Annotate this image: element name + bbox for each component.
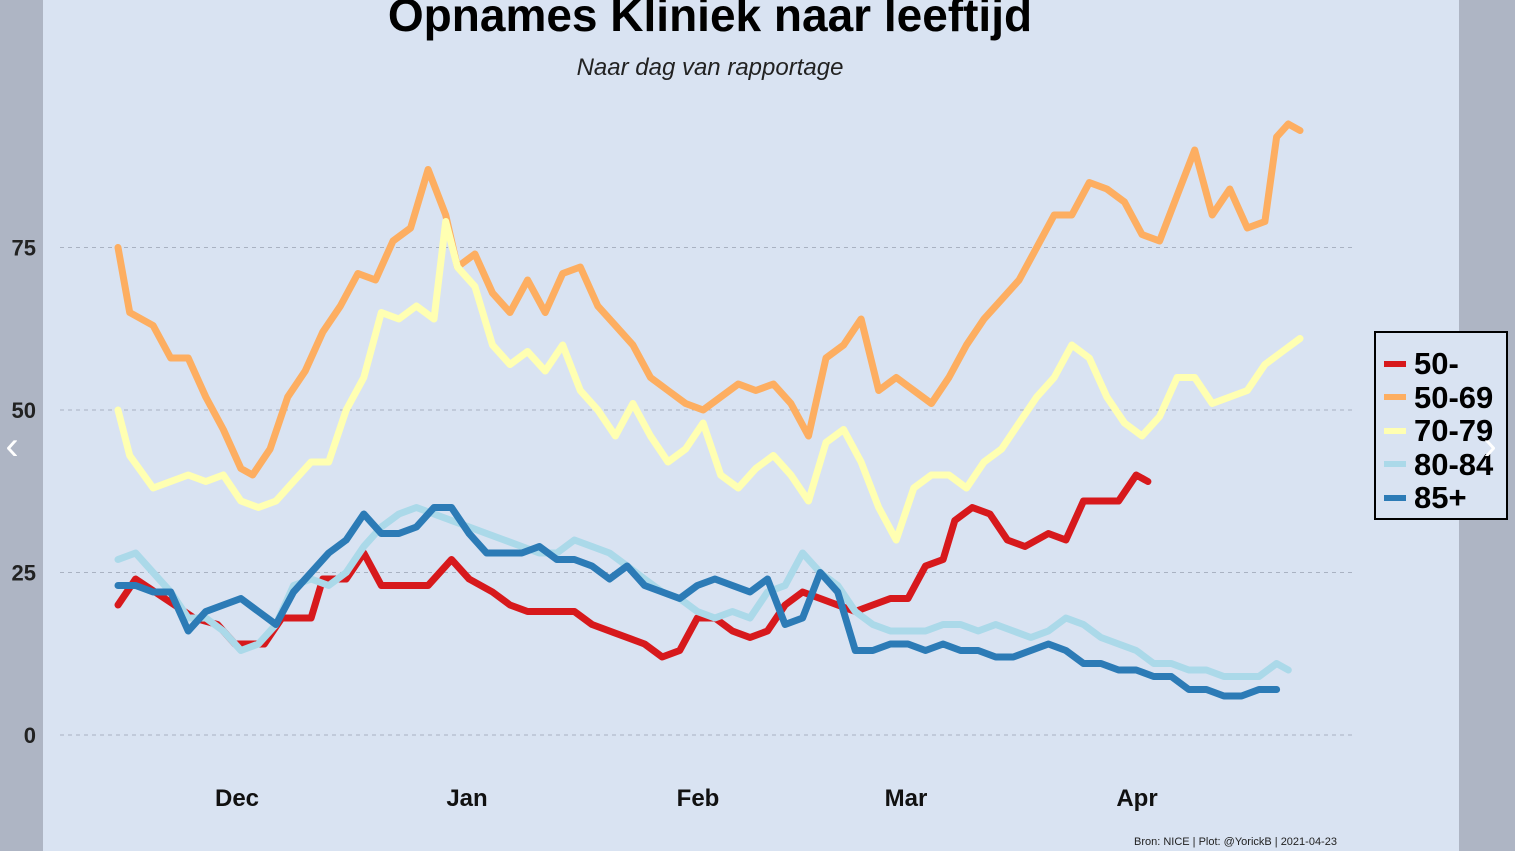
x-tick-label: Feb <box>677 785 720 812</box>
chart-legend: 50- 50-69 70-79 80-84 85+ <box>1374 331 1508 520</box>
legend-label: 80-84 <box>1414 446 1494 482</box>
x-tick-label: Jan <box>446 785 487 812</box>
next-arrow-icon[interactable]: › <box>1483 424 1497 468</box>
series-line-85+ <box>114 504 1281 700</box>
legend-swatch <box>1384 360 1406 367</box>
x-tick-label: Dec <box>215 785 259 812</box>
prev-arrow-icon[interactable]: ‹ <box>5 424 19 468</box>
legend-item: 80-84 <box>1376 448 1506 482</box>
legend-item: 50-69 <box>1376 381 1506 415</box>
chart-subtitle: Naar dag van rapportage <box>576 54 844 81</box>
y-tick-label: 50 <box>12 398 36 423</box>
y-tick-label: 0 <box>24 723 36 748</box>
legend-label: 85+ <box>1414 480 1467 516</box>
legend-item: 70-79 <box>1376 414 1506 448</box>
legend-item: 50- <box>1376 347 1506 381</box>
legend-item: 85+ <box>1376 481 1506 515</box>
series-line-50-69 <box>114 120 1304 479</box>
y-tick-label: 25 <box>12 561 36 586</box>
series-line-50- <box>114 471 1152 661</box>
series-line-80-84 <box>114 504 1292 680</box>
legend-swatch <box>1384 461 1406 468</box>
y-tick-label: 75 <box>12 236 36 261</box>
legend-swatch <box>1384 494 1406 501</box>
legend-swatch <box>1384 394 1406 401</box>
legend-label: 50-69 <box>1414 379 1494 415</box>
chart-title: Opnames Kliniek naar leeftijd <box>387 0 1033 41</box>
legend-swatch <box>1384 427 1406 434</box>
series-line-70-79 <box>114 218 1304 544</box>
x-tick-label: Apr <box>1116 785 1157 812</box>
legend-label: 50- <box>1414 346 1459 382</box>
source-caption: Bron: NICE | Plot: @YorickB | 2021-04-23 <box>1134 836 1337 848</box>
legend-label: 70-79 <box>1414 413 1494 449</box>
x-tick-label: Mar <box>885 785 928 812</box>
